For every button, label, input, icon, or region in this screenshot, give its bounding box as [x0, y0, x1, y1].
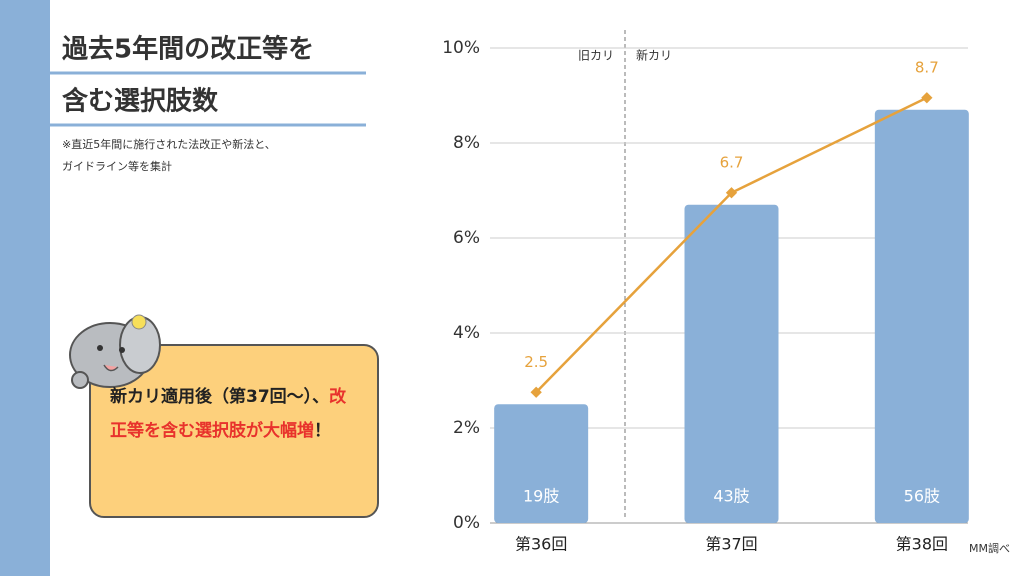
value-label: 6.7 [720, 153, 744, 171]
title: 含む選択肢数 [62, 86, 219, 117]
bar-text: 19肢 [523, 487, 559, 506]
point [725, 187, 738, 199]
point [921, 92, 933, 104]
note: ※直近5年間に施行された法改正や新法と、 [62, 137, 276, 151]
bar [684, 204, 779, 523]
value-label: 8.7 [915, 58, 939, 76]
callout-box [89, 344, 379, 518]
value-label: 2.5 [524, 353, 548, 371]
callout-highlight: 改正等を含む選択肢が大幅増 [110, 387, 347, 441]
callout-tail: ！ [314, 421, 331, 441]
x-tick-label: 第36回 [515, 535, 567, 554]
elephant [69, 314, 161, 389]
callout-lead: 新カリ適用後（第37回～）、 [110, 387, 330, 407]
y-tick-label: 2% [453, 418, 480, 438]
x-tick-label: 第38回 [896, 535, 948, 554]
y-tick-label: 6% [453, 228, 480, 248]
bar [494, 404, 589, 523]
bar-text: 43肢 [713, 487, 749, 506]
y-tick-label: 4% [453, 323, 480, 343]
x-tick-label: 第37回 [705, 535, 757, 554]
y-tick-label: 8% [453, 133, 480, 153]
callout-text: 新カリ適用後（第37回～）、改正等を含む選択肢が大幅増！ [110, 380, 362, 448]
side-strip [0, 0, 50, 576]
annotation: 新カリ [636, 48, 672, 63]
bar-text: 56肢 [904, 487, 940, 506]
annotation: 旧カリ [578, 49, 614, 63]
y-tick-label: 10% [442, 38, 480, 58]
note: ガイドライン等を集計 [62, 159, 172, 173]
point [530, 386, 542, 398]
bar [874, 109, 969, 523]
y-tick-label: 0% [453, 513, 480, 533]
source: MM調べ [969, 541, 1010, 555]
title: 過去5年間の改正等を [62, 34, 314, 65]
